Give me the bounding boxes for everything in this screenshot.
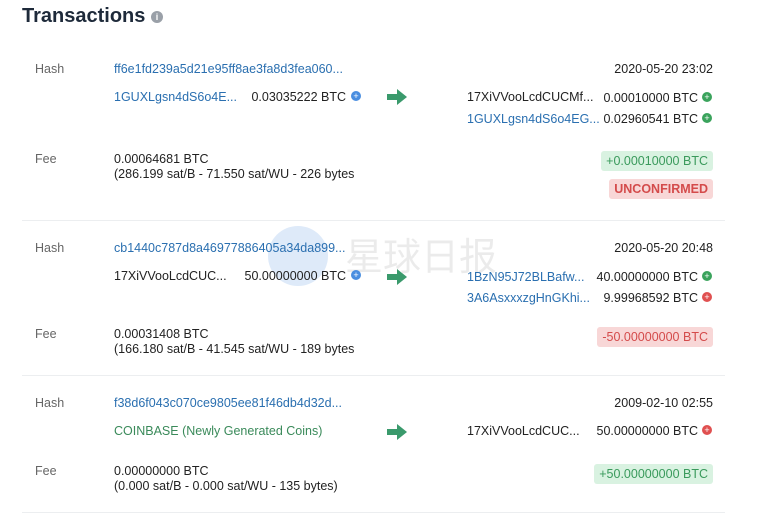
output-amount: 0.00010000 BTC [603, 91, 698, 105]
output-address-link[interactable]: 3A6AsxxxzgHnGKhi... [467, 291, 590, 305]
arrow-right-icon [387, 89, 407, 105]
fee-amount: 0.00064681 BTC [114, 152, 209, 166]
net-amount-badge: -50.00000000 BTC [597, 327, 713, 347]
input-amount: 50.00000000 BTC [244, 269, 346, 283]
divider [22, 375, 725, 376]
output-address: 17XiVVooLcdCUC... [467, 424, 580, 438]
watermark-text: 星球日报 [345, 235, 498, 279]
fee-label: Fee [35, 152, 57, 166]
tx-hash-link[interactable]: ff6e1fd239a5d21e95ff8ae3fa8d3fea060... [114, 62, 343, 76]
coinbase-input: COINBASE (Newly Generated Coins) [114, 424, 323, 438]
globe-icon[interactable]: + [702, 113, 712, 123]
input-address-link[interactable]: 1GUXLgsn4dS6o4E... [114, 90, 237, 104]
divider [22, 512, 725, 513]
status-badge: UNCONFIRMED [609, 179, 713, 199]
output-amount: 40.00000000 BTC [596, 270, 698, 284]
arrow-right-icon [387, 424, 407, 440]
output-address-link[interactable]: 1GUXLgsn4dS6o4EG... [467, 112, 600, 126]
hash-label: Hash [35, 241, 65, 255]
tx-date: 2020-05-20 20:48 [614, 241, 713, 255]
globe-icon[interactable]: + [351, 91, 361, 101]
globe-icon[interactable]: + [351, 270, 361, 280]
output-amount: 0.02960541 BTC [603, 112, 698, 126]
globe-icon[interactable]: + [702, 425, 712, 435]
globe-icon[interactable]: + [702, 292, 712, 302]
fee-detail: (166.180 sat/B - 41.545 sat/WU - 189 byt… [114, 342, 355, 356]
globe-icon[interactable]: + [702, 271, 712, 281]
output-amount: 50.00000000 BTC [596, 424, 698, 438]
tx-hash-link[interactable]: f38d6f043c070ce9805ee81f46db4d32d... [114, 396, 342, 410]
tx-date: 2009-02-10 02:55 [614, 396, 713, 410]
fee-label: Fee [35, 464, 57, 478]
output-amount: 9.99968592 BTC [603, 291, 698, 305]
fee-amount: 0.00000000 BTC [114, 464, 209, 478]
hash-label: Hash [35, 62, 65, 76]
tx-date: 2020-05-20 23:02 [614, 62, 713, 76]
fee-amount: 0.00031408 BTC [114, 327, 209, 341]
tx-hash-link[interactable]: cb1440c787d8a46977886405a34da899... [114, 241, 346, 255]
hash-label: Hash [35, 396, 65, 410]
info-icon[interactable]: i [151, 11, 163, 23]
arrow-right-icon [387, 269, 407, 285]
fee-detail: (286.199 sat/B - 71.550 sat/WU - 226 byt… [114, 167, 355, 181]
input-address: 17XiVVooLcdCUC... [114, 269, 227, 283]
divider [22, 220, 725, 221]
net-amount-badge: +0.00010000 BTC [601, 151, 713, 171]
fee-label: Fee [35, 327, 57, 341]
input-amount: 0.03035222 BTC [251, 90, 346, 104]
watermark-logo [268, 226, 328, 286]
net-amount-badge: +50.00000000 BTC [594, 464, 713, 484]
output-address: 17XiVVooLcdCUCMf... [467, 90, 594, 104]
page-title: Transactions [22, 5, 146, 27]
fee-detail: (0.000 sat/B - 0.000 sat/WU - 135 bytes) [114, 479, 338, 493]
output-address-link[interactable]: 1BzN95J72BLBafw... [467, 270, 585, 284]
globe-icon[interactable]: + [702, 92, 712, 102]
